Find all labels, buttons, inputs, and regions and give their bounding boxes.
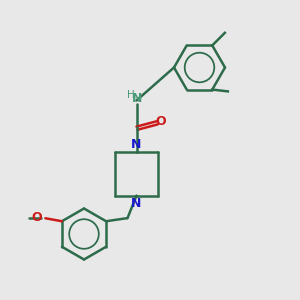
Text: N: N bbox=[132, 92, 142, 105]
Text: H: H bbox=[127, 90, 135, 100]
Text: O: O bbox=[32, 211, 42, 224]
Text: N: N bbox=[131, 197, 142, 210]
Text: N: N bbox=[131, 138, 142, 151]
Text: O: O bbox=[155, 115, 166, 128]
